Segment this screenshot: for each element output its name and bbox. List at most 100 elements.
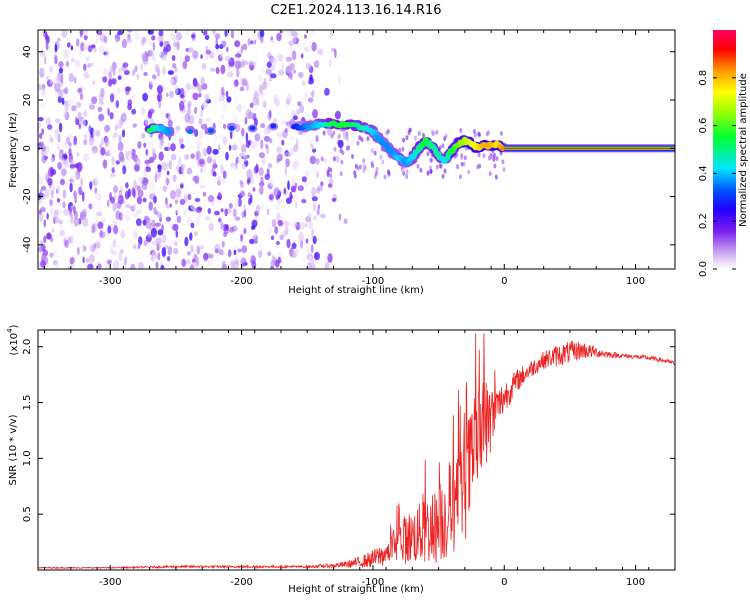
heatmap-cell <box>276 157 280 164</box>
heatmap-cell <box>338 75 341 86</box>
colorbar: 0.0 0.2 0.4 0.6 0.8 Normalized spectral ampl… <box>698 30 749 277</box>
heatmap-cell <box>53 54 58 60</box>
heatmap-cell <box>38 141 44 147</box>
heatmap-cell <box>304 152 309 161</box>
heatmap-cell <box>190 153 195 159</box>
heatmap-cell <box>202 148 208 157</box>
heatmap-cell <box>202 164 207 174</box>
heatmap-cell <box>270 51 277 56</box>
heatmap-cell <box>133 203 137 211</box>
heatmap-signal-cell <box>166 129 173 135</box>
heatmap-cell <box>60 178 65 186</box>
heatmap-cell <box>165 203 171 209</box>
heatmap-cell <box>343 218 348 224</box>
heatmap-cell <box>262 101 267 108</box>
heatmap-cell <box>322 130 326 136</box>
heatmap-cell <box>215 237 221 243</box>
heatmap-cell <box>143 142 147 148</box>
snr-background <box>38 330 675 570</box>
heatmap-cell <box>228 144 232 151</box>
heatmap-cell <box>70 235 74 244</box>
heatmap-cell <box>330 133 334 139</box>
heatmap-cell <box>148 41 154 46</box>
heatmap-cell <box>104 254 109 264</box>
heatmap-cell <box>199 130 204 140</box>
heatmap-cell <box>148 141 154 150</box>
heatmap-cell <box>61 141 65 148</box>
heatmap-cell <box>100 87 105 98</box>
heatmap-cell <box>495 156 499 162</box>
heatmap-cell <box>199 184 206 189</box>
heatmap-cell <box>115 160 121 165</box>
heatmap-cell <box>136 196 143 205</box>
heatmap-cell <box>57 161 63 170</box>
heatmap-cell <box>78 101 82 108</box>
heatmap-cell <box>113 91 117 100</box>
heatmap-cell <box>258 181 265 187</box>
heatmap-cell <box>145 159 149 169</box>
heatmap-cell <box>58 219 64 225</box>
heatmap-cell <box>95 129 101 137</box>
heatmap-cell <box>259 30 265 38</box>
heatmap-cell <box>150 227 157 238</box>
heatmap-cell <box>122 165 127 175</box>
heatmap-cell <box>212 153 217 161</box>
heatmap-y-tick-label: 0 <box>22 145 33 151</box>
heatmap-cell <box>224 208 228 217</box>
heatmap-cell <box>169 203 172 208</box>
heatmap-cell <box>55 75 61 84</box>
heatmap-cell <box>220 64 226 75</box>
heatmap-cell <box>283 187 287 195</box>
heatmap-cell <box>298 130 304 135</box>
heatmap-cell <box>289 70 293 81</box>
heatmap-cell <box>295 262 300 267</box>
heatmap-cell <box>232 208 237 218</box>
heatmap-cell <box>68 73 74 83</box>
heatmap-cell <box>173 247 179 255</box>
heatmap-cell <box>158 151 164 161</box>
heatmap-signal-cell <box>270 123 277 129</box>
heatmap-cell <box>485 131 489 137</box>
heatmap-cell <box>168 160 173 170</box>
heatmap-cell <box>78 123 82 130</box>
heatmap-cell <box>85 56 91 62</box>
heatmap-cell <box>59 230 65 237</box>
heatmap-cell <box>323 157 328 164</box>
heatmap-cell <box>200 168 203 174</box>
heatmap-cell <box>324 87 330 96</box>
heatmap-cell <box>130 263 136 269</box>
heatmap-cell <box>232 149 238 159</box>
heatmap-cell <box>243 103 248 112</box>
heatmap-cell <box>108 147 113 157</box>
heatmap-x-ticks: -300 -200 -100 0 100 <box>44 30 676 287</box>
heatmap-cell <box>327 183 333 188</box>
heatmap-cell <box>57 209 63 216</box>
heatmap-cell <box>73 190 77 199</box>
heatmap-cell <box>185 259 191 265</box>
heatmap-cell <box>133 179 137 189</box>
heatmap-cell <box>87 263 94 269</box>
heatmap-cell <box>247 37 251 46</box>
heatmap-cell <box>204 93 210 102</box>
heatmap-cell <box>169 90 174 99</box>
colorbar-tick-label: 0.6 <box>698 118 709 134</box>
snr-x-tick-label: 0 <box>501 577 507 588</box>
heatmap-cell <box>204 216 211 221</box>
heatmap-cell <box>117 141 124 152</box>
heatmap-cell <box>70 45 74 51</box>
heatmap-cell <box>338 213 342 221</box>
heatmap-cell <box>51 169 57 176</box>
heatmap-cell <box>207 260 214 267</box>
heatmap-cell <box>240 45 244 54</box>
heatmap-cell <box>304 223 308 228</box>
heatmap-cell <box>309 155 316 165</box>
heatmap-cell <box>279 234 285 240</box>
heatmap-cell <box>266 208 270 216</box>
heatmap-cell <box>144 116 150 126</box>
heatmap-cell <box>316 185 323 192</box>
heatmap-cell <box>47 177 53 186</box>
heatmap-cell <box>83 153 90 162</box>
heatmap-cell <box>259 92 266 97</box>
heatmap-cell <box>54 43 58 53</box>
heatmap-cell <box>248 211 252 218</box>
